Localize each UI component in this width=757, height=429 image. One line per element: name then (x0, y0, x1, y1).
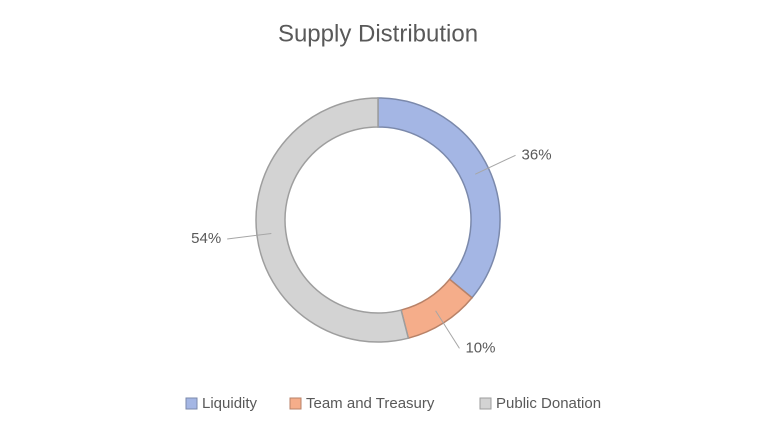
chart-title: Supply Distribution (278, 20, 478, 47)
leader-line (435, 310, 460, 349)
data-label: 54% (191, 230, 221, 247)
donut-slice (255, 97, 410, 343)
legend-swatch (289, 397, 302, 410)
legend-label: Public Donation (496, 395, 601, 412)
legend-swatch (479, 397, 492, 410)
data-label: 10% (465, 339, 495, 356)
legend-label: Team and Treasury (306, 395, 435, 412)
donut-slice (377, 97, 501, 299)
leader-line (475, 154, 516, 175)
legend-swatch (185, 397, 198, 410)
donut-slice (400, 278, 474, 340)
leader-line (227, 232, 272, 240)
data-label: 36% (522, 146, 552, 163)
legend-label: Liquidity (202, 395, 258, 412)
